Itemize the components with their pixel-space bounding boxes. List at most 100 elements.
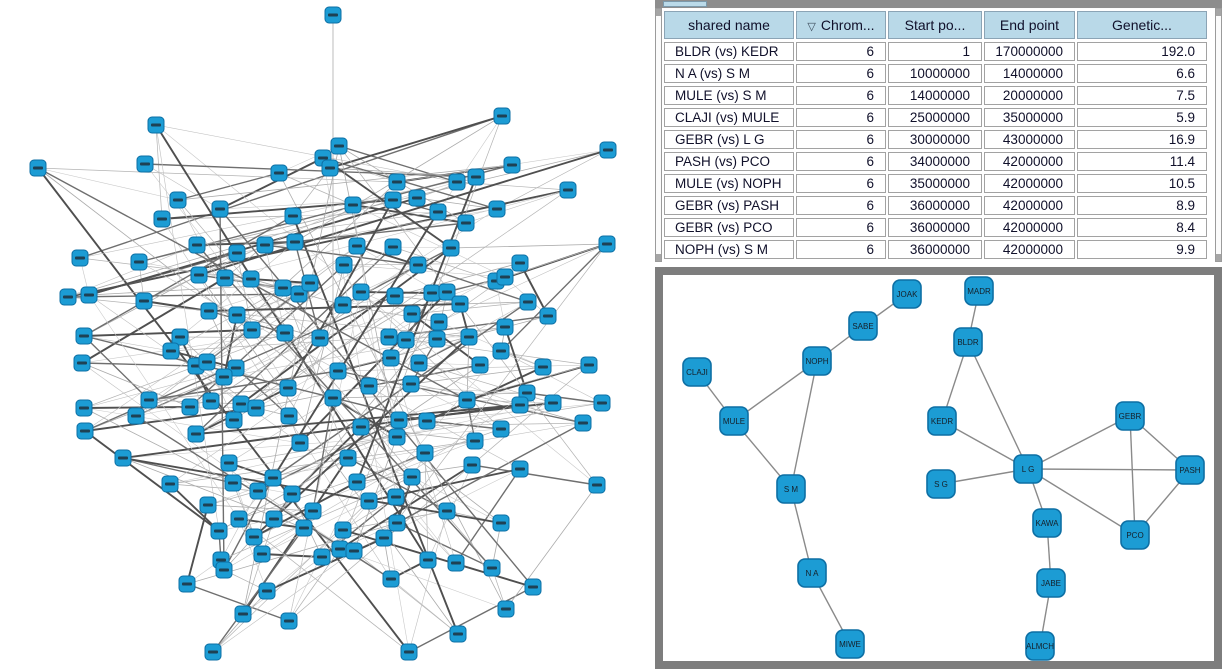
node-bldr[interactable]: [953, 327, 983, 357]
table-cell[interactable]: GEBR (vs) PASH: [664, 196, 794, 215]
table-row[interactable]: CLAJI (vs) MULE 6 25000000 35000000 5.9: [664, 108, 1207, 127]
table-vertical-scrollbar[interactable]: [1215, 8, 1222, 262]
node-gebr[interactable]: [1115, 401, 1145, 431]
table-cell[interactable]: 42000000: [984, 174, 1075, 193]
table-cell[interactable]: 8.9: [1077, 196, 1207, 215]
table-cell[interactable]: 42000000: [984, 196, 1075, 215]
table-cell[interactable]: 6: [796, 64, 886, 83]
table-cell[interactable]: 9.9: [1077, 240, 1207, 259]
column-header-3[interactable]: End point: [984, 11, 1075, 39]
table-cell[interactable]: 10.5: [1077, 174, 1207, 193]
network-edge: [198, 274, 459, 635]
column-header-2[interactable]: Start po...: [888, 11, 982, 39]
table-cell[interactable]: 6: [796, 152, 886, 171]
table-row[interactable]: MULE (vs) S M 6 14000000 20000000 7.5: [664, 86, 1207, 105]
node-miwe[interactable]: [835, 629, 865, 659]
table-cell[interactable]: 192.0: [1077, 42, 1207, 61]
table-cell[interactable]: 6: [796, 108, 886, 127]
table-cell[interactable]: 36000000: [888, 196, 982, 215]
table-cell[interactable]: 6: [796, 130, 886, 149]
table-cell[interactable]: 36000000: [888, 218, 982, 237]
table-row[interactable]: MULE (vs) NOPH 6 35000000 42000000 10.5: [664, 174, 1207, 193]
node-label: [602, 242, 612, 246]
table-cell[interactable]: CLAJI (vs) MULE: [664, 108, 794, 127]
node-claji[interactable]: [682, 357, 712, 387]
table-cell[interactable]: 11.4: [1077, 152, 1207, 171]
table-cell[interactable]: 16.9: [1077, 130, 1207, 149]
table-cell[interactable]: 42000000: [984, 152, 1075, 171]
table-cell[interactable]: 8.4: [1077, 218, 1207, 237]
table-cell[interactable]: 10000000: [888, 64, 982, 83]
table-cell[interactable]: PASH (vs) PCO: [664, 152, 794, 171]
table-cell[interactable]: 170000000: [984, 42, 1075, 61]
table-cell[interactable]: 6: [796, 240, 886, 259]
node-joak[interactable]: [892, 279, 922, 309]
node-almch[interactable]: [1025, 631, 1055, 661]
table-row[interactable]: GEBR (vs) PCO 6 36000000 42000000 8.4: [664, 218, 1207, 237]
node-noph[interactable]: [802, 346, 832, 376]
node-pash[interactable]: [1175, 455, 1205, 485]
node-s-g[interactable]: [926, 469, 956, 499]
node-label: [232, 251, 242, 255]
table-cell[interactable]: 14000000: [984, 64, 1075, 83]
table-cell[interactable]: 20000000: [984, 86, 1075, 105]
table-cell[interactable]: 5.9: [1077, 108, 1207, 127]
network-view-main[interactable]: [0, 0, 655, 669]
table-cell[interactable]: 35000000: [888, 174, 982, 193]
node-mule[interactable]: [719, 406, 749, 436]
table-row[interactable]: BLDR (vs) KEDR 6 1 170000000 192.0: [664, 42, 1207, 61]
table-cell[interactable]: 43000000: [984, 130, 1075, 149]
table-cell[interactable]: 6: [796, 174, 886, 193]
table-left-scrollbar[interactable]: [655, 8, 662, 262]
table-cell[interactable]: 42000000: [984, 240, 1075, 259]
table-cell[interactable]: N A (vs) S M: [664, 64, 794, 83]
table-cell[interactable]: 7.5: [1077, 86, 1207, 105]
node-label: [328, 13, 338, 17]
filter-icon[interactable]: ▽: [807, 21, 816, 33]
table-cell[interactable]: MULE (vs) S M: [664, 86, 794, 105]
table-row[interactable]: GEBR (vs) L G 6 30000000 43000000 16.9: [664, 130, 1207, 149]
node-label: [343, 456, 353, 460]
table-cell[interactable]: 35000000: [984, 108, 1075, 127]
table-corner-tab[interactable]: [663, 1, 707, 7]
node-s-m[interactable]: [776, 474, 806, 504]
table-cell[interactable]: 6: [796, 86, 886, 105]
column-header-4[interactable]: Genetic...: [1077, 11, 1207, 39]
column-header-0[interactable]: shared name: [664, 11, 794, 39]
node-label: [406, 382, 416, 386]
node-jabe[interactable]: [1036, 568, 1066, 598]
table-cell[interactable]: 6: [796, 218, 886, 237]
table-cell[interactable]: 1: [888, 42, 982, 61]
table-cell[interactable]: 6: [796, 42, 886, 61]
table-row[interactable]: GEBR (vs) PASH 6 36000000 42000000 8.9: [664, 196, 1207, 215]
table-cell[interactable]: 25000000: [888, 108, 982, 127]
table-cell[interactable]: 6.6: [1077, 64, 1207, 83]
node-n-a[interactable]: [797, 558, 827, 588]
table-cell[interactable]: GEBR (vs) L G: [664, 130, 794, 149]
node-kedr[interactable]: [927, 406, 957, 436]
node-l-g[interactable]: [1013, 454, 1043, 484]
table-row[interactable]: NOPH (vs) S M 6 36000000 42000000 9.9: [664, 240, 1207, 259]
table-cell[interactable]: NOPH (vs) S M: [664, 240, 794, 259]
node-label: [194, 273, 204, 277]
node-label: [295, 441, 305, 445]
table-cell[interactable]: 30000000: [888, 130, 982, 149]
table-cell[interactable]: 36000000: [888, 240, 982, 259]
node-label: [388, 245, 398, 249]
table-row[interactable]: PASH (vs) PCO 6 34000000 42000000 11.4: [664, 152, 1207, 171]
node-pco[interactable]: [1120, 520, 1150, 550]
table-cell[interactable]: BLDR (vs) KEDR: [664, 42, 794, 61]
table-cell[interactable]: 6: [796, 196, 886, 215]
node-madr[interactable]: [964, 276, 994, 306]
table-cell[interactable]: GEBR (vs) PCO: [664, 218, 794, 237]
table-cell[interactable]: 14000000: [888, 86, 982, 105]
node-label: [229, 418, 239, 422]
table-cell[interactable]: 42000000: [984, 218, 1075, 237]
table-cell[interactable]: 34000000: [888, 152, 982, 171]
column-header-1[interactable]: ▽ Chrom...: [796, 11, 886, 39]
node-kawa[interactable]: [1032, 508, 1062, 538]
node-sabe[interactable]: [848, 311, 878, 341]
table-cell[interactable]: MULE (vs) NOPH: [664, 174, 794, 193]
table-row[interactable]: N A (vs) S M 6 10000000 14000000 6.6: [664, 64, 1207, 83]
